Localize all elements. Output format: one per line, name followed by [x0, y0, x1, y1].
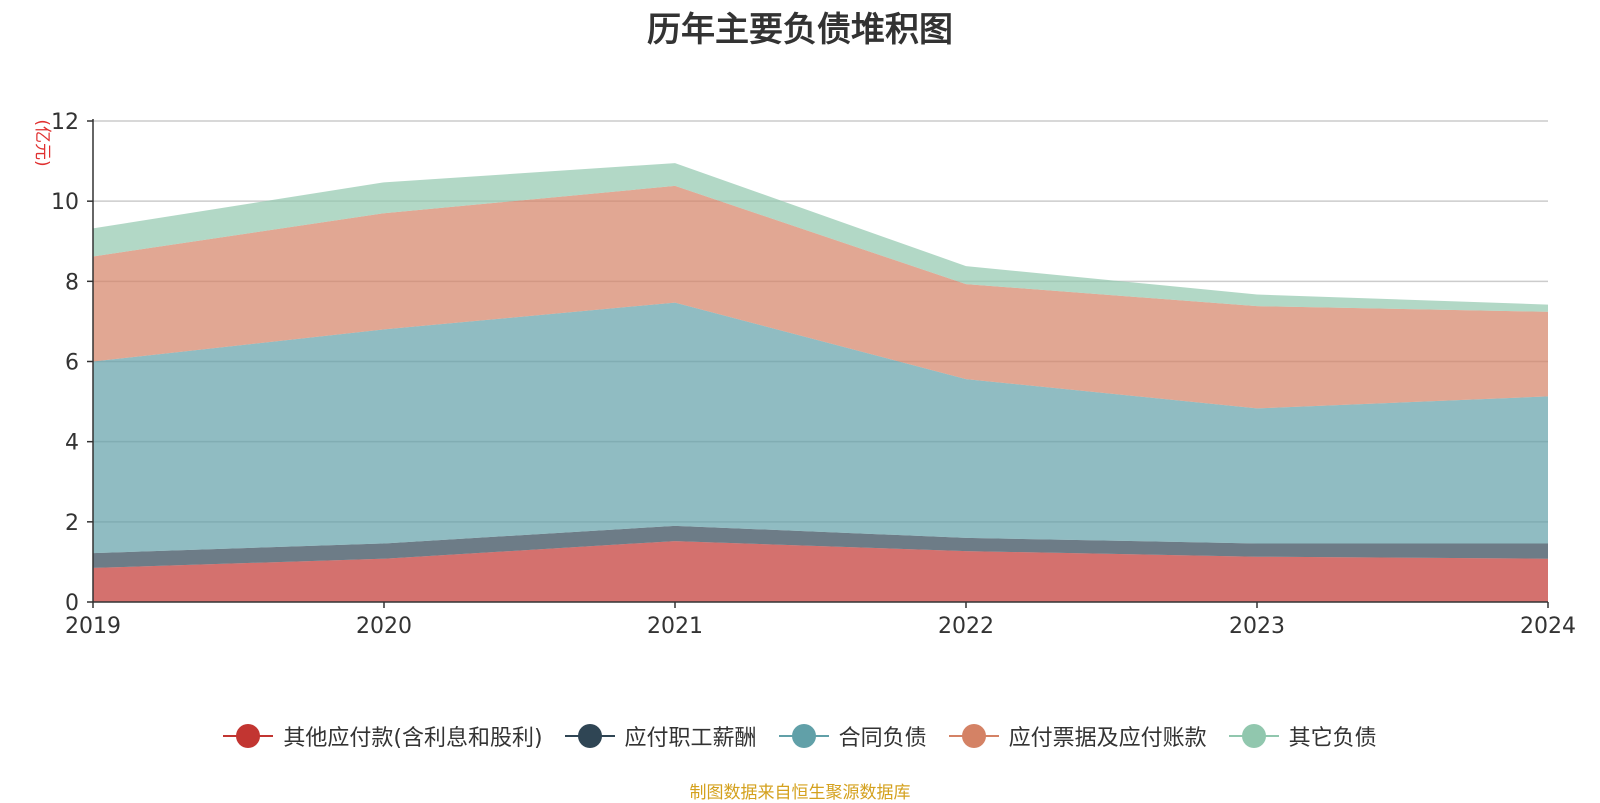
y-tick-label: 2 — [65, 511, 79, 536]
legend-label: 其他应付款(含利息和股利) — [283, 726, 543, 751]
chart-title: 历年主要负债堆积图 — [647, 10, 953, 50]
x-tick-label: 2021 — [647, 614, 703, 639]
x-tick-label: 2019 — [65, 614, 121, 639]
x-tick-label: 2024 — [1520, 614, 1576, 639]
stacked-area-chart: 0 2 4 6 8 10 12 2019 2020 2021 2022 2023 2024 (亿元) — [32, 110, 1576, 639]
y-tick-label: 4 — [65, 431, 79, 456]
y-axis-unit-label: (亿元) — [32, 119, 52, 166]
legend-item[interactable]: 其它负债 — [1228, 720, 1377, 752]
legend: 其他应付款(含利息和股利) 应付职工薪酬 合同负债 应付票据及应付账款 其它负债 — [0, 720, 1600, 752]
legend-item[interactable]: 应付职工薪酬 — [564, 720, 757, 752]
legend-label: 其它负债 — [1288, 726, 1377, 751]
area-应付票据及应付账款 — [93, 185, 1548, 409]
legend-marker-icon — [223, 723, 274, 749]
area-其它负债 — [93, 163, 1548, 312]
legend-item[interactable]: 合同负债 — [778, 720, 927, 752]
legend-marker-icon — [564, 723, 615, 749]
legend-label: 应付职工薪酬 — [624, 726, 757, 751]
legend-label: 应付票据及应付账款 — [1008, 726, 1207, 751]
legend-marker-icon — [778, 723, 829, 749]
y-tick-label: 12 — [51, 110, 79, 135]
legend-label: 合同负债 — [838, 726, 927, 751]
area-合同负债 — [93, 302, 1548, 554]
area-其他应付款(含利息和股利) — [93, 541, 1548, 602]
y-tick-label: 10 — [51, 190, 79, 215]
y-tick-label: 0 — [65, 591, 79, 616]
source-note: 制图数据来自恒生聚源数据库 — [689, 783, 911, 803]
axes: 0 2 4 6 8 10 12 2019 2020 2021 2022 2023 2024 — [51, 110, 1576, 639]
legend-marker-icon — [948, 723, 999, 749]
y-tick-label: 8 — [65, 270, 79, 295]
area-应付职工薪酬 — [93, 525, 1548, 568]
x-tick-label: 2020 — [356, 614, 412, 639]
area-series — [93, 163, 1548, 602]
legend-item[interactable]: 应付票据及应付账款 — [948, 720, 1207, 752]
legend-marker-icon — [1228, 723, 1279, 749]
x-tick-label: 2023 — [1229, 614, 1285, 639]
legend-item[interactable]: 其他应付款(含利息和股利) — [223, 720, 543, 752]
x-tick-label: 2022 — [938, 614, 994, 639]
y-tick-label: 6 — [65, 351, 79, 376]
